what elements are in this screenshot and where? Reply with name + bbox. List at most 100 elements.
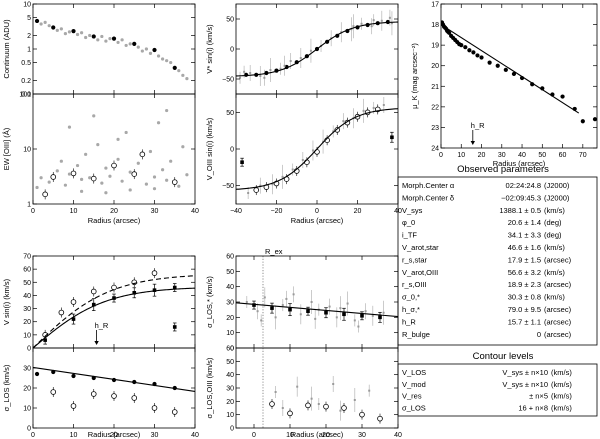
- table-cell-unit: (km/s): [551, 368, 572, 377]
- table-cell-name: i_TF: [402, 231, 417, 240]
- series-profile-point: [503, 67, 508, 72]
- series-pixels-point: [352, 25, 355, 28]
- series-pixels-point: [128, 42, 132, 46]
- observed-parameters-box: [397, 176, 598, 346]
- x-tick-label: 30: [151, 208, 159, 215]
- series-pixels-point: [380, 19, 383, 22]
- x-tick-label: 0: [31, 432, 35, 439]
- series-binned-point: [377, 415, 383, 422]
- series-binned-point: [378, 315, 382, 320]
- table-row: V_res ± n×5 (km/s): [402, 392, 572, 401]
- series-pixels-point: [390, 22, 393, 25]
- y-tick-label: 20: [431, 63, 439, 70]
- x-tick-label: 0: [439, 152, 443, 159]
- y-tick-label: 2: [27, 33, 31, 40]
- series-pixels-point: [96, 143, 100, 147]
- series-pixels-point: [88, 33, 92, 38]
- series-pixels-point: [104, 39, 108, 43]
- series-pixels-point: [148, 51, 153, 55]
- panel-sigma_los_star: R_ex 0 10 20 30 40 50 60 σ_LOS,* (km/s): [205, 247, 399, 353]
- series-extremes-point: [240, 160, 244, 164]
- series-binned-point: [305, 402, 311, 409]
- x-tick-label: 30: [151, 432, 159, 439]
- series-pixels-point: [362, 109, 365, 112]
- series-stars-model-curve: [33, 287, 195, 348]
- table-cell-unit: (arcsec): [544, 255, 572, 264]
- y-tick-label: 50: [226, 17, 234, 24]
- series-stars-point: [43, 338, 47, 342]
- table-cell-unit: (km/s): [551, 403, 572, 412]
- table-cell-name: V_mod: [402, 380, 426, 389]
- plot-area-ew_oiii: [35, 108, 189, 200]
- series-pixels-point: [116, 40, 120, 45]
- series-profile-point: [447, 30, 452, 35]
- series-pixels-point: [59, 27, 63, 31]
- series-pixels-point: [317, 403, 320, 405]
- table-cell-name: V_LOS: [402, 368, 426, 377]
- table-cell-name: φ_0: [402, 218, 415, 227]
- series-binned-point: [324, 310, 328, 315]
- table-row: V_sys 1388.1 ± 0.5 (km/s): [402, 206, 565, 215]
- series-pixels-point: [39, 176, 43, 180]
- x-tick-label: 0: [252, 432, 256, 439]
- axes-frame: [32, 3, 196, 95]
- y-tick-label: 40: [226, 372, 234, 379]
- series-binned-point: [334, 127, 341, 133]
- series-profile-point: [172, 65, 177, 71]
- series-pixels-point: [350, 28, 353, 31]
- series-profile-point: [111, 36, 117, 41]
- table-cell-name: h_σ,*: [402, 305, 420, 314]
- series-stars-point: [91, 302, 96, 307]
- x-tick-label: 30: [498, 152, 506, 159]
- x-tick-label: 20: [322, 432, 330, 439]
- panel-surface_brightness: h_R 0 10 20 30 40 50 60 70 17 18 19 20 21 22 23 24 Radius…: [410, 2, 598, 168]
- y-tick-label: 20: [226, 399, 234, 406]
- series-pixels-point: [353, 319, 356, 322]
- table-row: R_bulge 0 (arcsec): [402, 330, 572, 339]
- table-cell-value: 16 + n×8: [518, 403, 548, 412]
- x-tick-label: −20: [271, 208, 283, 215]
- series-gas-point: [70, 299, 77, 305]
- axes-frame: [32, 93, 196, 205]
- series-pixels-point: [148, 149, 153, 154]
- series-stars-point: [71, 317, 76, 321]
- series-pixels-point: [92, 114, 96, 118]
- series-profile-point: [132, 41, 137, 46]
- y-tick-label: 50: [226, 269, 234, 276]
- series-stars-point: [34, 371, 40, 377]
- series-pixels-point: [144, 47, 148, 51]
- table-cell-name: σ_LOS: [402, 403, 426, 412]
- series-binned-point: [288, 307, 292, 312]
- y-tick-label: 0: [230, 47, 234, 54]
- y-axis-label: EW [OIII] (Å): [2, 127, 11, 170]
- y-axis-label: Continuum (ADU): [2, 19, 11, 79]
- y-tick-label: 0: [27, 346, 31, 353]
- table-cell-value: 79.0 ± 9.5: [508, 305, 541, 314]
- series-pixels-point: [181, 145, 185, 149]
- series-pixels-point: [332, 130, 335, 133]
- table-cell-value: 46.6 ± 1.6: [508, 243, 541, 252]
- series-pixels-point: [75, 163, 80, 168]
- series-pixels-point: [120, 179, 124, 183]
- series-pixels-point: [75, 32, 80, 37]
- series-pixels-point: [269, 69, 272, 71]
- panel-sigma_los_oiii: 0 10 20 30 40 0 10 20 30 40 50 60 Radius (arcsec) σ_L…: [205, 346, 402, 439]
- series-gas-point: [111, 393, 117, 399]
- table-cell-unit: (km/s): [544, 206, 565, 215]
- table-row: V_mod V_sys ± n×10 (km/s): [402, 380, 572, 389]
- series-gas-point: [131, 395, 138, 401]
- table-row: r_s,OIII 18.9 ± 2.3 (arcsec): [402, 280, 572, 289]
- x-tick-label: 40: [191, 208, 199, 215]
- series-pixels-point: [314, 317, 317, 320]
- table-cell-name: Morph.Center α: [402, 181, 455, 190]
- plot-area-v_oiii: [236, 97, 398, 199]
- table-cell-name: V_res: [402, 392, 422, 401]
- series-pixels-point: [360, 22, 363, 25]
- x-tick-label: 50: [538, 152, 546, 159]
- y-tick-label: 5: [27, 15, 31, 22]
- y-tick-label: 0: [230, 426, 234, 433]
- y-tick-label: 24: [431, 146, 439, 153]
- plot-area-v_sin_i: [236, 9, 398, 86]
- y-tick-label: 17: [431, 2, 439, 9]
